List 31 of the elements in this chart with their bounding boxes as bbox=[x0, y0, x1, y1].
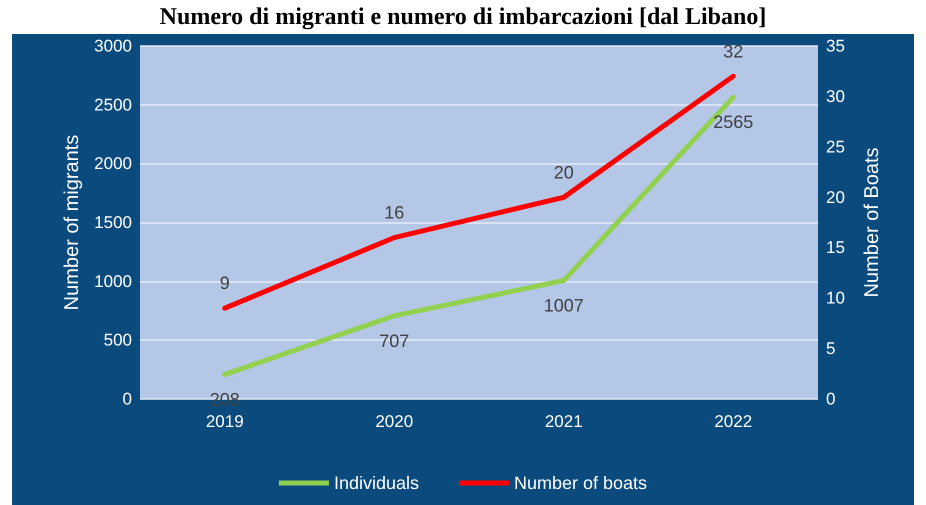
y2-tick-label: 35 bbox=[826, 36, 845, 56]
y-tick-label: 500 bbox=[104, 330, 132, 350]
data-label: 20 bbox=[554, 162, 574, 182]
y-tick-label: 3000 bbox=[94, 36, 132, 56]
y2-tick-label: 0 bbox=[826, 390, 836, 408]
data-label: 32 bbox=[723, 41, 744, 62]
y-axis-title: Number of migrants bbox=[61, 134, 83, 310]
x-tick-label: 2020 bbox=[375, 412, 414, 431]
y-tick-label: 2500 bbox=[94, 95, 132, 114]
y-tick-label: 1500 bbox=[94, 213, 132, 232]
data-label: 1007 bbox=[544, 296, 584, 316]
y2-tick-label: 20 bbox=[826, 188, 845, 207]
y2-axis-title: Number of Boats bbox=[861, 147, 883, 298]
data-label: 707 bbox=[379, 330, 410, 351]
x-tick-label: 2022 bbox=[714, 412, 752, 431]
legend-label: Number of boats bbox=[514, 473, 648, 493]
data-label: 9 bbox=[220, 273, 230, 294]
legend-label: Individuals bbox=[334, 473, 420, 493]
y2-tick-label: 15 bbox=[826, 238, 845, 258]
data-label: 2565 bbox=[713, 112, 754, 132]
data-label: 16 bbox=[384, 202, 404, 223]
y2-tick-label: 10 bbox=[826, 288, 845, 308]
chart-title: Numero di migranti e numero di imbarcazioni [dal Libano] bbox=[158, 3, 768, 32]
y2-tick-label: 5 bbox=[826, 339, 836, 358]
x-tick-label: 2021 bbox=[544, 412, 583, 431]
y2-tick-label: 30 bbox=[826, 86, 845, 106]
y-tick-label: 2000 bbox=[94, 154, 132, 174]
y2-tick-label: 25 bbox=[826, 137, 845, 156]
x-tick-label: 2019 bbox=[206, 412, 244, 431]
y-tick-label: 1000 bbox=[94, 272, 132, 291]
y-tick-label: 0 bbox=[122, 390, 132, 408]
